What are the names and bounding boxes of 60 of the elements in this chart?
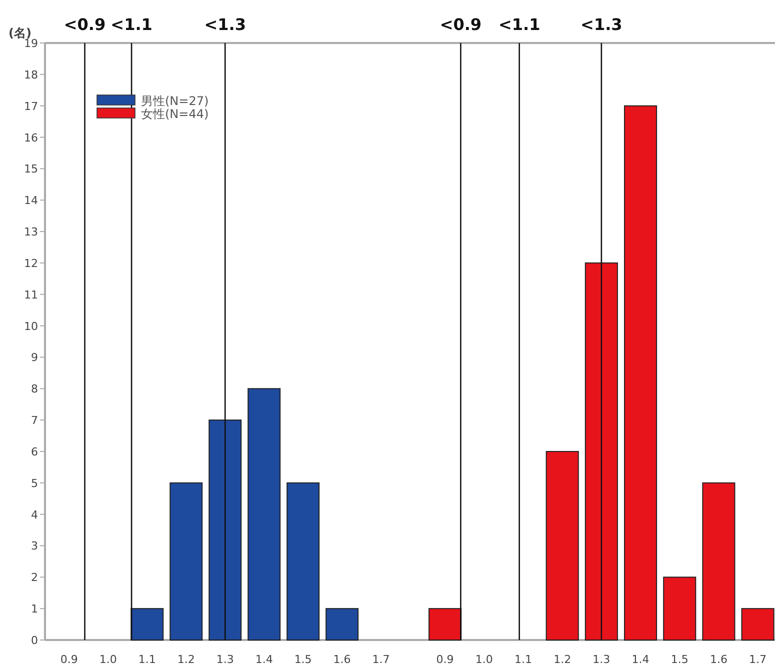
ref-line-label: <0.9 (64, 15, 106, 34)
legend-label: 男性(N=27) (141, 94, 209, 108)
bar (326, 608, 359, 640)
y-tick-label: 13 (24, 226, 38, 239)
x-tick-label: 1.6 (710, 653, 728, 666)
y-tick-label: 3 (31, 540, 38, 553)
x-tick-label: 1.2 (554, 653, 572, 666)
y-tick-label: 16 (24, 131, 38, 144)
bar (130, 608, 164, 640)
bar (546, 450, 579, 640)
bar (428, 608, 462, 640)
bar (208, 420, 242, 640)
y-tick-label: 18 (24, 68, 38, 82)
y-tick-label: 9 (31, 351, 38, 364)
x-tick-label: 1.3 (216, 653, 234, 666)
ref-line-label: <1.1 (110, 15, 152, 34)
y-tick-label: 1 (31, 602, 38, 616)
y-tick-label: 0 (31, 634, 38, 647)
ref-line-label: <1.3 (204, 15, 246, 34)
y-tick-label: 5 (31, 476, 38, 490)
bar (170, 482, 203, 640)
x-tick-label: 1.4 (255, 653, 273, 666)
x-tick-label: 1.5 (670, 653, 688, 666)
x-tick-label: 1.1 (138, 653, 156, 666)
bar (663, 576, 696, 640)
ref-line-label: <1.1 (498, 15, 540, 34)
y-tick-label: 19 (24, 37, 38, 50)
y-tick-label: 8 (31, 382, 38, 396)
bar (624, 105, 658, 640)
x-tick-label: 1.6 (333, 653, 351, 666)
y-tick-label: 15 (24, 162, 38, 176)
x-tick-label: 1.7 (372, 653, 390, 666)
y-tick-label: 7 (31, 414, 38, 428)
y-tick-label: 17 (24, 100, 38, 113)
x-tick-label: 1.0 (475, 653, 493, 666)
y-tick-label: 2 (31, 571, 38, 584)
x-tick-label: 0.9 (60, 653, 78, 666)
x-tick-label: 1.7 (749, 653, 767, 666)
x-tick-label: 1.3 (592, 653, 610, 666)
y-tick-label: 4 (31, 508, 38, 522)
y-tick-label: 11 (24, 288, 38, 302)
legend-label: 女性(N=44) (141, 107, 209, 121)
x-tick-label: 1.0 (99, 653, 117, 666)
bar (741, 608, 774, 640)
y-tick-label: 14 (24, 194, 38, 208)
x-tick-label: 1.1 (514, 653, 532, 666)
bar (702, 482, 736, 640)
ref-line-label: <0.9 (440, 15, 482, 34)
y-axis-title: (名) (8, 26, 32, 40)
bar (248, 388, 281, 640)
y-tick-label: 12 (24, 256, 38, 270)
y-tick-label: 10 (24, 320, 38, 333)
bar (286, 482, 320, 640)
x-tick-label: 0.9 (436, 653, 454, 666)
x-tick-label: 1.2 (177, 653, 195, 666)
x-tick-label: 1.5 (294, 653, 312, 666)
y-tick-label: 6 (31, 445, 38, 458)
x-tick-label: 1.4 (632, 653, 650, 666)
ref-line-label: <1.3 (580, 15, 622, 34)
bar (584, 262, 618, 640)
